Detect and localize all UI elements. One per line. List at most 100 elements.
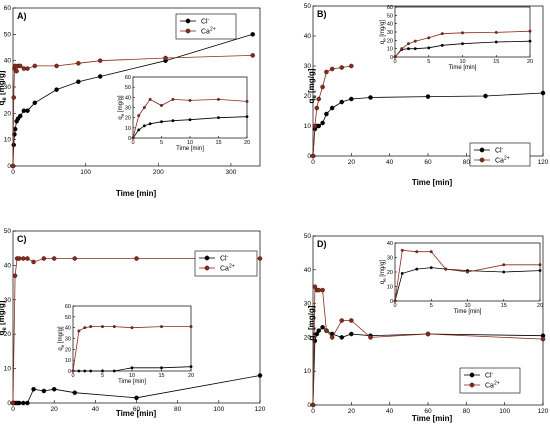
data-point <box>316 328 321 333</box>
data-point <box>148 97 152 101</box>
y-tick-label: 0 <box>307 153 311 160</box>
panel-label: C) <box>17 234 27 244</box>
data-point <box>540 90 546 96</box>
y-tick-label: 20 <box>304 334 312 341</box>
data-point <box>320 325 325 330</box>
data-point <box>415 267 419 271</box>
data-point <box>320 84 325 90</box>
inset-plot-frame <box>132 76 248 139</box>
data-point <box>339 335 344 340</box>
y-axis-label: qe [mg/g] <box>0 70 8 105</box>
data-point <box>18 63 23 69</box>
y-tick-label: 50 <box>387 13 393 19</box>
chart-panel-b: 02040608010012001020304050B)Time [min]qe… <box>304 3 549 187</box>
data-point <box>461 31 464 35</box>
data-point <box>25 400 30 406</box>
series-line <box>394 267 541 302</box>
data-point <box>21 400 26 406</box>
x-tick-label: 5 <box>430 303 433 309</box>
y-tick-label: 20 <box>387 38 393 44</box>
x-axis-label: Time [min] <box>116 189 157 198</box>
legend-marker <box>204 255 210 261</box>
y-tick-label: 40 <box>4 58 12 65</box>
data-point <box>97 74 103 79</box>
x-tick-label: 60 <box>133 406 141 413</box>
x-tick-label: 10 <box>129 373 135 379</box>
y-tick-label: 20 <box>304 93 312 100</box>
legend-label: Ca2+ <box>220 264 235 273</box>
data-point <box>21 256 26 261</box>
legend-label: Ca2+ <box>485 381 500 390</box>
x-tick-label: 5 <box>427 59 430 65</box>
x-tick-label: 300 <box>226 169 237 176</box>
data-point <box>77 369 81 373</box>
data-point <box>425 94 431 99</box>
y-tick-label: 50 <box>304 3 312 10</box>
data-point <box>393 299 397 303</box>
data-point <box>189 365 193 369</box>
y-tick-label: 0 <box>68 369 71 375</box>
data-point <box>31 259 36 265</box>
data-point <box>14 68 19 74</box>
legend-marker <box>469 382 475 388</box>
data-point <box>483 93 488 99</box>
x-tick-label: 15 <box>215 140 221 146</box>
data-point <box>160 104 163 107</box>
data-point <box>163 55 168 61</box>
y-tick-label: 20 <box>65 347 71 353</box>
data-point <box>324 328 329 333</box>
y-tick-label: 40 <box>304 267 312 274</box>
data-point <box>329 105 335 111</box>
data-point <box>10 163 16 169</box>
x-tick-label: 0 <box>393 59 396 65</box>
data-point <box>16 400 22 406</box>
data-point <box>41 256 47 261</box>
legend-label: Cl- <box>220 254 229 263</box>
inset-x-axis-label: Time [min] <box>118 379 146 385</box>
legend-box <box>175 13 237 40</box>
x-tick-label: 80 <box>463 408 471 415</box>
legend-label: Ca2+ <box>201 27 216 36</box>
data-point <box>528 29 532 33</box>
data-point <box>461 42 464 46</box>
data-point <box>189 325 193 329</box>
data-point <box>89 369 93 373</box>
data-point <box>25 256 30 261</box>
data-point <box>329 66 335 72</box>
y-tick-label: 30 <box>304 63 312 70</box>
data-point <box>101 369 104 373</box>
y-tick-label: 60 <box>65 304 71 310</box>
data-point <box>349 331 354 337</box>
data-point <box>349 63 354 69</box>
legend-marker <box>479 157 485 163</box>
data-point <box>97 58 103 63</box>
data-point <box>89 325 93 329</box>
data-point <box>217 116 220 120</box>
x-tick-label: 40 <box>386 159 394 166</box>
data-point <box>310 402 316 408</box>
data-point <box>538 263 542 267</box>
y-tick-label: 30 <box>387 30 393 36</box>
x-tick-label: 5 <box>160 140 163 146</box>
y-axis-label: qe [mg/g] <box>307 68 318 103</box>
data-point <box>440 43 444 47</box>
legend-box <box>194 250 258 277</box>
legend-marker <box>185 18 191 24</box>
x-tick-label: 60 <box>424 159 432 166</box>
data-point <box>83 369 87 373</box>
x-tick-label: 20 <box>244 140 250 146</box>
legend-label: Cl- <box>485 371 494 380</box>
legend-label: Cl- <box>201 17 210 26</box>
data-point <box>160 120 163 124</box>
data-point <box>444 267 448 271</box>
data-point <box>130 366 134 370</box>
data-point <box>368 95 373 100</box>
data-point <box>101 325 104 329</box>
data-point <box>316 287 321 293</box>
y-tick-label: 60 <box>125 75 131 81</box>
data-point <box>16 256 22 261</box>
data-point <box>413 47 417 51</box>
y-tick-label: 40 <box>304 33 312 40</box>
